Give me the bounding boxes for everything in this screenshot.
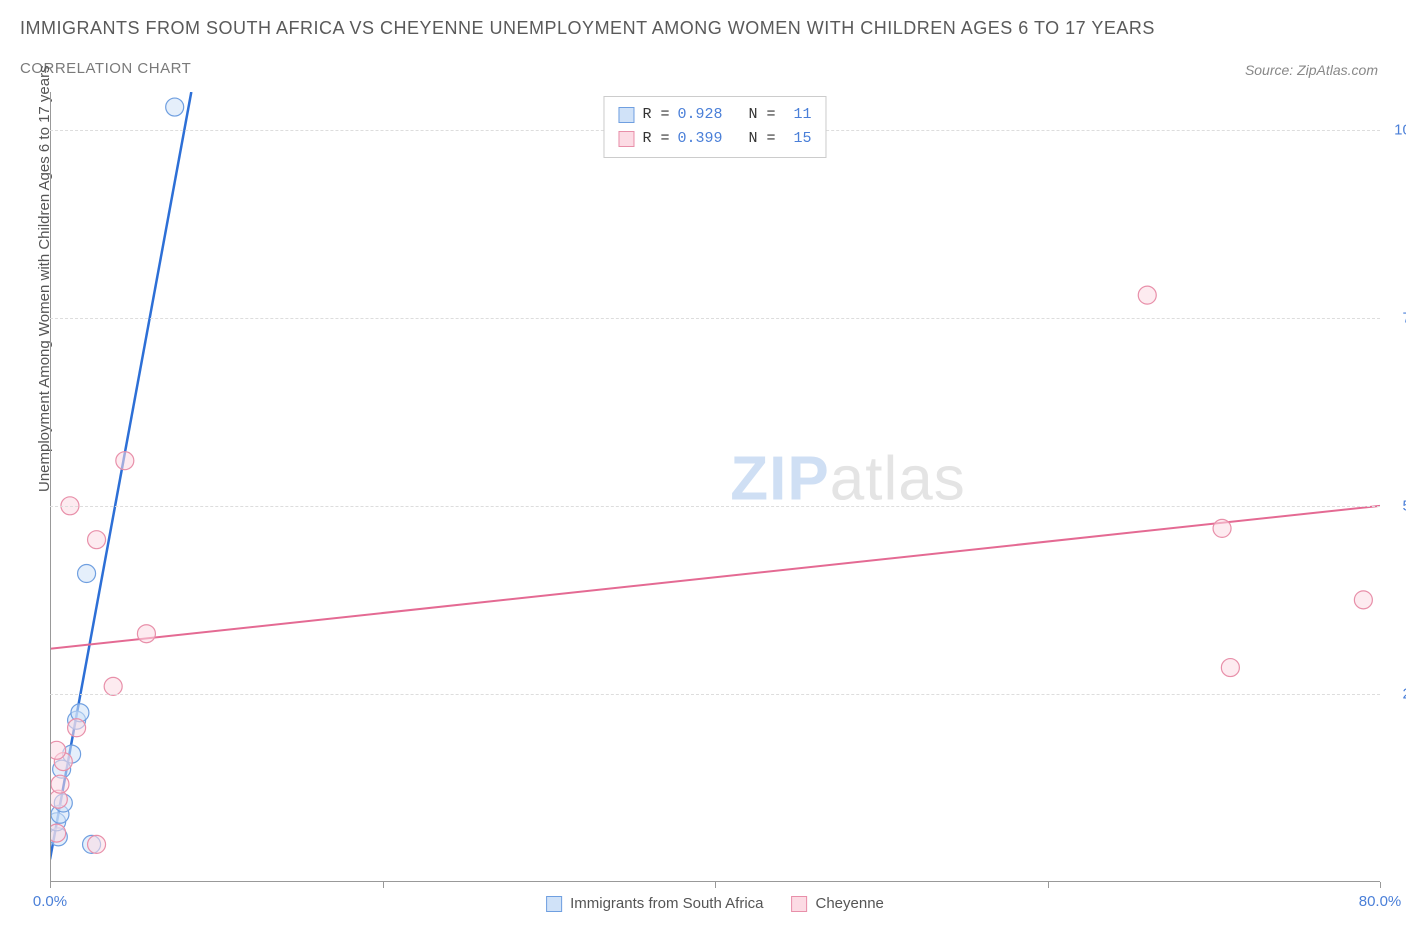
- data-point: [50, 824, 66, 842]
- data-point: [1354, 591, 1372, 609]
- x-tick-mark: [715, 882, 716, 888]
- stat-r-value: 0.399: [677, 127, 722, 151]
- series-swatch: [618, 107, 634, 123]
- stats-box: R = 0.928 N = 11 R = 0.399 N = 15: [603, 96, 826, 158]
- stat-n-value: 11: [784, 103, 812, 127]
- data-point: [78, 565, 96, 583]
- legend-label: Immigrants from South Africa: [570, 895, 763, 912]
- data-point: [1138, 286, 1156, 304]
- scatter-plot: [50, 92, 1380, 882]
- y-axis-line: [50, 92, 51, 882]
- stats-row: R = 0.399 N = 15: [618, 127, 811, 151]
- y-tick-label: 75.0%: [1402, 309, 1406, 326]
- x-tick-label: 80.0%: [1359, 893, 1402, 910]
- y-tick-label: 100.0%: [1394, 121, 1406, 138]
- stats-row: R = 0.928 N = 11: [618, 103, 811, 127]
- legend-label: Cheyenne: [816, 895, 884, 912]
- x-tick-mark: [1048, 882, 1049, 888]
- source-prefix: Source:: [1245, 62, 1297, 78]
- data-point: [1213, 519, 1231, 537]
- stat-n-label: N =: [749, 127, 776, 151]
- stat-n-value: 15: [784, 127, 812, 151]
- x-tick-mark: [50, 882, 51, 888]
- grid-line: [50, 506, 1380, 507]
- data-point: [104, 677, 122, 695]
- data-point: [137, 625, 155, 643]
- legend: Immigrants from South Africa Cheyenne: [546, 895, 884, 912]
- y-tick-label: 50.0%: [1402, 497, 1406, 514]
- stat-r-label: R =: [642, 127, 669, 151]
- x-tick-mark: [1380, 882, 1381, 888]
- data-point: [1221, 659, 1239, 677]
- grid-line: [50, 318, 1380, 319]
- x-tick-label: 0.0%: [33, 893, 67, 910]
- data-point: [51, 775, 69, 793]
- legend-swatch: [546, 896, 562, 912]
- legend-swatch: [792, 896, 808, 912]
- data-point: [166, 98, 184, 116]
- trend-line: [50, 92, 191, 859]
- x-tick-mark: [383, 882, 384, 888]
- grid-line: [50, 694, 1380, 695]
- data-point: [88, 835, 106, 853]
- source-name: ZipAtlas.com: [1297, 62, 1378, 78]
- trend-line: [50, 506, 1380, 649]
- legend-item: Cheyenne: [792, 895, 884, 912]
- chart-title: IMMIGRANTS FROM SOUTH AFRICA VS CHEYENNE…: [20, 18, 1155, 39]
- stat-n-label: N =: [749, 103, 776, 127]
- chart-area: Unemployment Among Women with Children A…: [50, 92, 1380, 882]
- stat-r-label: R =: [642, 103, 669, 127]
- series-swatch: [618, 131, 634, 147]
- source-attribution: Source: ZipAtlas.com: [1245, 62, 1378, 78]
- y-tick-label: 25.0%: [1402, 685, 1406, 702]
- data-point: [50, 741, 66, 759]
- legend-item: Immigrants from South Africa: [546, 895, 763, 912]
- data-point: [116, 452, 134, 470]
- data-point: [68, 719, 86, 737]
- data-point: [88, 531, 106, 549]
- stat-r-value: 0.928: [677, 103, 722, 127]
